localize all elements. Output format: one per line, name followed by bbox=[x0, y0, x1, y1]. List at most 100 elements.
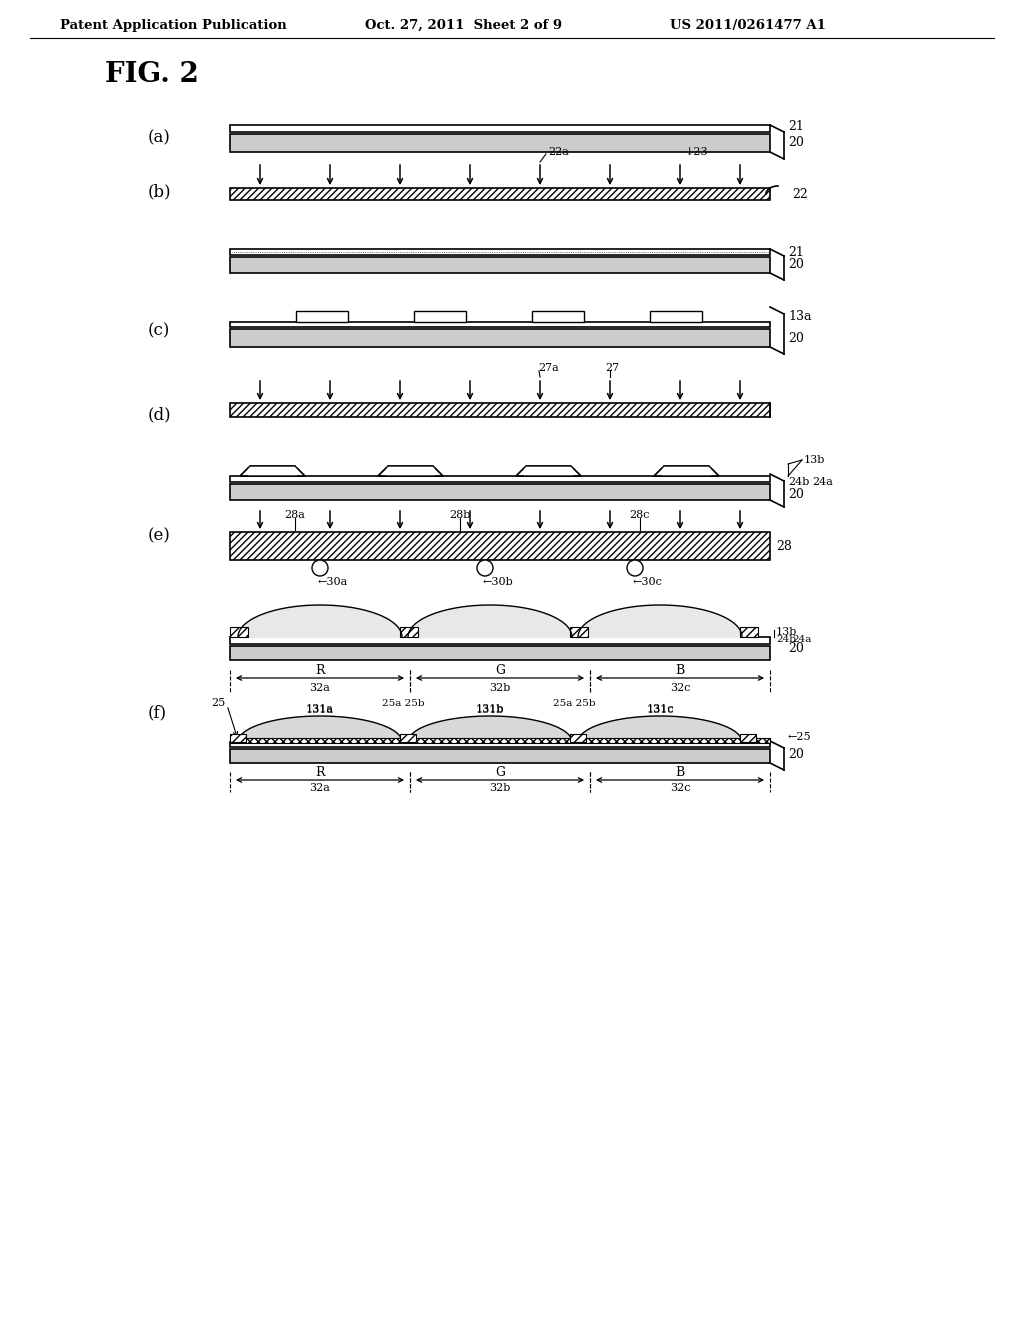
Text: 20: 20 bbox=[788, 331, 804, 345]
Text: Oct. 27, 2011  Sheet 2 of 9: Oct. 27, 2011 Sheet 2 of 9 bbox=[365, 18, 562, 32]
Text: 28: 28 bbox=[776, 540, 792, 553]
Text: (c): (c) bbox=[148, 322, 170, 339]
Text: 24b: 24b bbox=[776, 635, 796, 644]
Bar bbox=[230, 734, 246, 742]
Text: G: G bbox=[495, 664, 505, 676]
Bar bbox=[230, 403, 770, 417]
Text: 32c: 32c bbox=[670, 783, 690, 793]
Text: 31c: 31c bbox=[650, 607, 671, 616]
Text: (b): (b) bbox=[148, 183, 172, 201]
Bar bbox=[662, 466, 711, 477]
Text: 32a: 32a bbox=[309, 783, 331, 793]
Text: 20: 20 bbox=[788, 642, 804, 655]
Text: 31b: 31b bbox=[479, 607, 501, 616]
Bar bbox=[296, 312, 348, 322]
Text: (a): (a) bbox=[148, 129, 171, 147]
Polygon shape bbox=[654, 466, 719, 477]
Text: Patent Application Publication: Patent Application Publication bbox=[60, 18, 287, 32]
Text: 13a: 13a bbox=[788, 310, 811, 323]
Bar bbox=[230, 329, 770, 347]
Text: 27: 27 bbox=[605, 363, 620, 374]
Text: 22a: 22a bbox=[548, 147, 569, 157]
Text: 20: 20 bbox=[788, 748, 804, 762]
Bar bbox=[570, 734, 586, 742]
Text: B: B bbox=[676, 664, 685, 676]
Text: ↓23: ↓23 bbox=[685, 147, 709, 157]
Bar bbox=[400, 627, 418, 638]
Bar bbox=[524, 466, 573, 477]
Bar bbox=[230, 645, 770, 660]
Text: 28c: 28c bbox=[630, 510, 650, 520]
Circle shape bbox=[627, 560, 643, 576]
Text: 131c: 131c bbox=[646, 705, 674, 715]
Text: FIG. 2: FIG. 2 bbox=[105, 62, 199, 88]
Text: 131b: 131b bbox=[476, 705, 504, 715]
Bar bbox=[740, 734, 756, 742]
Bar bbox=[230, 742, 770, 747]
Text: B: B bbox=[676, 766, 685, 779]
Text: (f): (f) bbox=[148, 705, 167, 722]
Bar bbox=[230, 322, 770, 327]
Polygon shape bbox=[378, 466, 443, 477]
Text: 21: 21 bbox=[788, 120, 804, 132]
Text: 13b: 13b bbox=[776, 627, 798, 638]
Text: 28a: 28a bbox=[285, 510, 305, 520]
Bar bbox=[570, 627, 588, 638]
Text: 20: 20 bbox=[788, 487, 804, 500]
Text: 20: 20 bbox=[788, 136, 804, 149]
Text: ←30b: ←30b bbox=[483, 577, 514, 587]
Bar bbox=[414, 312, 466, 322]
Bar bbox=[386, 466, 435, 477]
Bar bbox=[230, 532, 770, 560]
Bar bbox=[532, 312, 584, 322]
Bar bbox=[230, 249, 770, 255]
Circle shape bbox=[477, 560, 493, 576]
Text: 131b: 131b bbox=[476, 704, 504, 714]
Bar bbox=[230, 748, 770, 763]
Text: R: R bbox=[315, 664, 325, 676]
Text: 32b: 32b bbox=[489, 682, 511, 693]
Bar bbox=[230, 638, 770, 644]
Text: 24b: 24b bbox=[788, 477, 809, 487]
Bar bbox=[230, 257, 770, 273]
Text: ←30c: ←30c bbox=[633, 577, 663, 587]
Text: US 2011/0261477 A1: US 2011/0261477 A1 bbox=[670, 18, 826, 32]
Text: ←25: ←25 bbox=[788, 733, 812, 742]
Text: 22: 22 bbox=[792, 187, 808, 201]
Bar bbox=[230, 627, 248, 638]
Bar bbox=[230, 125, 770, 132]
Bar bbox=[230, 187, 770, 201]
Text: 32c: 32c bbox=[670, 682, 690, 693]
Text: 32b: 32b bbox=[489, 783, 511, 793]
Polygon shape bbox=[240, 466, 305, 477]
Text: 25: 25 bbox=[211, 698, 225, 708]
Text: (e): (e) bbox=[148, 528, 171, 544]
Text: 32a: 32a bbox=[309, 682, 331, 693]
Text: 131a: 131a bbox=[306, 704, 334, 714]
Bar bbox=[230, 484, 770, 500]
Text: R: R bbox=[315, 766, 325, 779]
Bar bbox=[740, 627, 758, 638]
Text: 31a: 31a bbox=[309, 607, 331, 616]
Text: 21: 21 bbox=[788, 246, 804, 259]
Text: 25a 25b: 25a 25b bbox=[553, 698, 595, 708]
Text: ←30a: ←30a bbox=[318, 577, 348, 587]
Polygon shape bbox=[516, 466, 581, 477]
Bar bbox=[230, 135, 770, 152]
Text: 28b: 28b bbox=[450, 510, 471, 520]
Text: 27a: 27a bbox=[538, 363, 559, 374]
Text: 131c: 131c bbox=[646, 704, 674, 714]
Text: 24a: 24a bbox=[792, 635, 811, 644]
Bar bbox=[248, 466, 297, 477]
Bar bbox=[400, 734, 416, 742]
Text: 25a 25b: 25a 25b bbox=[382, 698, 424, 708]
Text: 13b: 13b bbox=[804, 455, 825, 465]
Bar bbox=[230, 738, 770, 743]
Text: 131a: 131a bbox=[306, 705, 334, 715]
Text: G: G bbox=[495, 766, 505, 779]
Text: 24a: 24a bbox=[812, 477, 833, 487]
Text: 20: 20 bbox=[788, 259, 804, 272]
Circle shape bbox=[312, 560, 328, 576]
Bar bbox=[230, 477, 770, 482]
Bar bbox=[650, 312, 702, 322]
